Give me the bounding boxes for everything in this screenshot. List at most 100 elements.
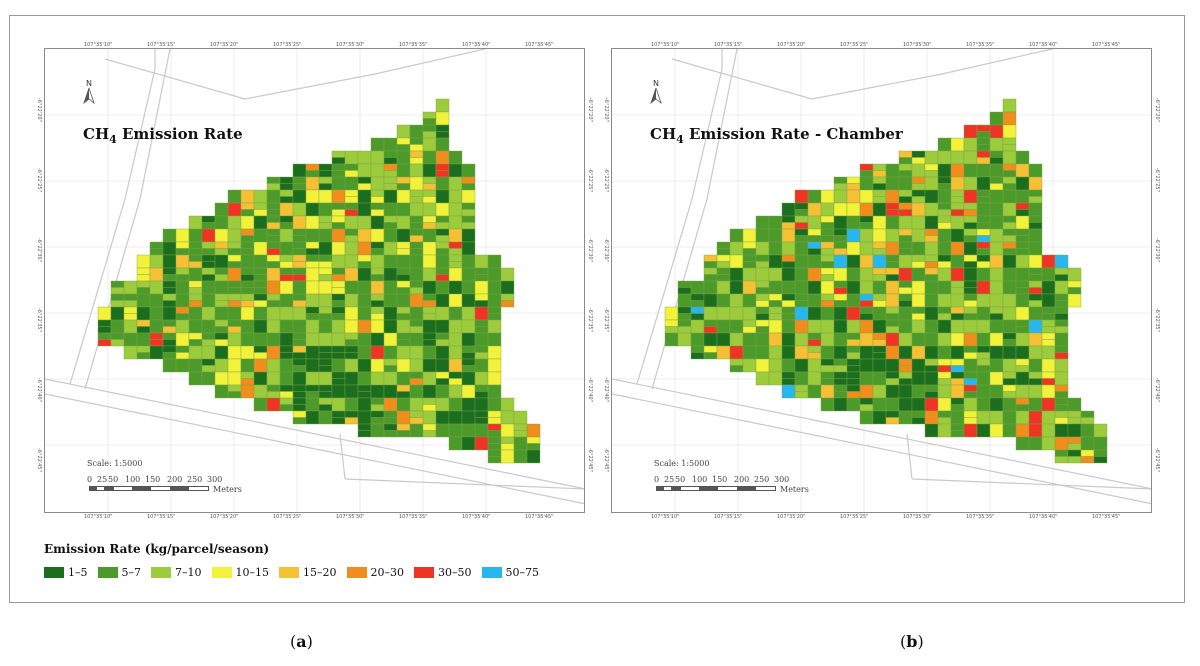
parcel-30–50 [885, 202, 900, 210]
parcel-5–7 [1002, 248, 1017, 256]
parcel-10–15 [807, 228, 822, 236]
parcel-7–10 [820, 248, 835, 256]
parcel-5–7 [703, 280, 718, 295]
parcel-5–7 [240, 235, 255, 243]
parcel-1–5 [950, 313, 965, 321]
parcel-10–15 [963, 254, 978, 262]
parcel-7–10 [885, 306, 900, 314]
parcel-7–10 [1002, 150, 1017, 165]
parcel-5–7 [396, 293, 411, 308]
parcel-5–7 [305, 397, 320, 412]
parcel-7–10 [344, 150, 359, 165]
parcel-7–10 [409, 410, 424, 418]
parcel-7–10 [872, 176, 887, 184]
parcel-15–20 [885, 417, 900, 425]
parcel-7–10 [240, 371, 255, 379]
parcel-20–30 [331, 274, 346, 282]
parcel-1–5 [331, 157, 346, 165]
parcel-5–7 [409, 137, 424, 145]
parcel-15–20 [292, 215, 307, 230]
parcel-5–7 [872, 397, 887, 412]
parcel-7–10 [703, 267, 718, 275]
parcel-20–30 [227, 300, 242, 308]
parcel-7–10 [266, 358, 281, 373]
road-line [906, 433, 913, 480]
parcel-7–10 [110, 339, 125, 347]
parcel-5–7 [162, 274, 177, 282]
parcel-7–10 [1015, 365, 1030, 373]
parcel-1–5 [885, 410, 900, 418]
parcel-30–50 [846, 306, 861, 321]
parcel-5–7 [859, 170, 874, 178]
parcel-5–7 [279, 371, 294, 386]
legend-item: 15–20 [279, 566, 337, 579]
parcel-5–7 [1028, 274, 1043, 282]
parcel-7–10 [911, 163, 926, 178]
parcel-1–5 [201, 358, 216, 366]
parcel-group [664, 98, 1108, 464]
parcel-5–7 [1054, 345, 1069, 353]
parcel-5–7 [976, 215, 991, 223]
parcel-5–7 [292, 248, 307, 256]
parcel-10–15 [240, 215, 255, 230]
parcel-5–7 [110, 293, 125, 301]
parcel-7–10 [409, 196, 424, 204]
parcel-7–10 [500, 397, 515, 412]
parcel-10–15 [344, 196, 359, 204]
parcel-7–10 [266, 293, 281, 301]
parcel-1–5 [305, 384, 320, 392]
parcel-1–5 [162, 345, 177, 353]
parcel-10–15 [422, 404, 437, 412]
parcel-10–15 [820, 215, 835, 223]
parcel-7–10 [1002, 293, 1017, 308]
parcel-5–7 [149, 319, 164, 334]
parcel-5–7 [989, 384, 1004, 399]
parcel-15–20 [448, 358, 463, 373]
parcel-1–5 [937, 163, 952, 178]
parcel-30–50 [1041, 378, 1056, 386]
parcel-5–7 [253, 397, 268, 412]
parcel-7–10 [911, 183, 926, 191]
parcel-30–50 [266, 248, 281, 256]
parcel-7–10 [950, 196, 965, 204]
parcel-5–7 [1054, 332, 1069, 347]
legend-swatch [44, 567, 64, 578]
parcel-7–10 [331, 397, 346, 412]
parcel-1–5 [833, 371, 848, 379]
parcel-5–7 [833, 391, 848, 399]
parcel-10–15 [396, 137, 411, 145]
parcel-1–5 [370, 332, 385, 347]
parcel-1–5 [292, 352, 307, 360]
parcel-5–7 [461, 280, 476, 295]
parcel-5–7 [898, 319, 913, 334]
parcel-1–5 [898, 378, 913, 386]
parcel-5–7 [409, 280, 424, 288]
parcel-20–30 [898, 365, 913, 373]
parcel-5–7 [110, 319, 125, 334]
parcel-7–10 [201, 267, 216, 275]
parcel-5–7 [950, 410, 965, 425]
parcel-1–5 [833, 215, 848, 230]
parcel-10–15 [331, 209, 346, 217]
parcel-1–5 [318, 352, 333, 360]
parcel-5–7 [474, 274, 489, 282]
parcel-5–7 [716, 319, 731, 334]
parcel-7–10 [370, 293, 385, 301]
parcel-1–5 [1041, 280, 1056, 295]
parcel-7–10 [989, 137, 1004, 152]
parcel-7–10 [448, 319, 463, 334]
legend-item: 50–75 [481, 566, 539, 579]
parcel-5–7 [487, 293, 502, 308]
parcel-10–15 [435, 202, 450, 217]
parcel-15–20 [872, 241, 887, 249]
parcel-30–50 [963, 189, 978, 204]
parcel-10–15 [331, 241, 346, 256]
parcel-7–10 [729, 332, 744, 347]
parcel-7–10 [266, 371, 281, 386]
parcel-5–7 [409, 332, 424, 347]
parcel-15–20 [989, 254, 1004, 269]
parcel-7–10 [1028, 300, 1043, 308]
parcel-5–7 [305, 170, 320, 178]
parcel-1–5 [201, 274, 216, 282]
parcel-5–7 [989, 176, 1004, 184]
